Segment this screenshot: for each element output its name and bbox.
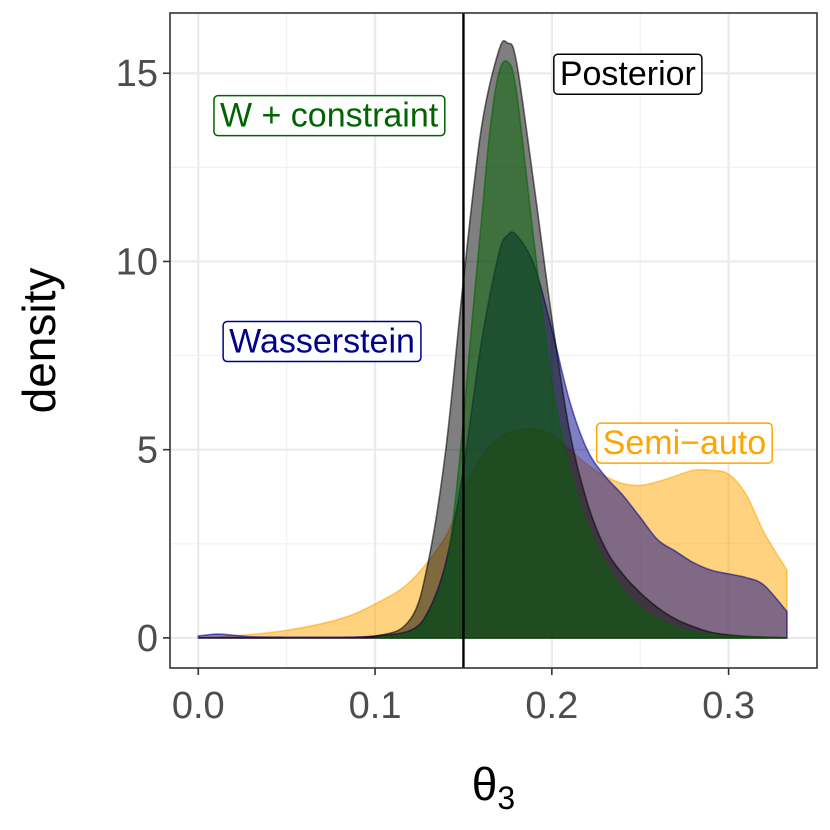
x-tick-label: 0.0 xyxy=(172,685,225,727)
label-text: Wasserstein xyxy=(229,323,415,361)
label-text: Semi−auto xyxy=(603,424,767,462)
label-wasserstein: Wasserstein xyxy=(222,320,422,363)
density-area-w-constraint xyxy=(374,60,787,639)
y-tick-label: 0 xyxy=(137,618,158,660)
x-tick-label: 0.1 xyxy=(349,685,402,727)
label-box xyxy=(595,422,773,464)
y-tick-label: 10 xyxy=(116,241,158,283)
label-posterior: Posterior xyxy=(553,53,703,95)
density-areas xyxy=(197,39,788,639)
series-labels: Posterior W + constraint Wasserstein Semi−a… xyxy=(213,53,773,464)
label-semi-auto: Semi−auto xyxy=(595,422,773,464)
x-axis-title: θ3 xyxy=(472,758,515,816)
label-w-constraint: W + constraint xyxy=(213,94,446,137)
label-box xyxy=(553,53,703,95)
panel-border xyxy=(169,12,818,669)
x-axis-title-symbol: θ xyxy=(472,758,498,810)
axis-ticks: 0.0 0.1 0.2 0.3 0 5 10 15 xyxy=(116,53,755,727)
label-text: W + constraint xyxy=(220,97,439,135)
y-tick-label: 15 xyxy=(116,53,158,95)
x-tick-label: 0.2 xyxy=(525,685,578,727)
x-tick-label: 0.3 xyxy=(702,685,755,727)
label-text: Posterior xyxy=(560,55,696,93)
y-tick-label: 5 xyxy=(137,430,158,472)
label-box xyxy=(222,320,422,363)
label-box xyxy=(213,94,446,137)
x-axis-title-subscript: 3 xyxy=(497,780,515,816)
y-axis-title: density xyxy=(13,268,65,414)
